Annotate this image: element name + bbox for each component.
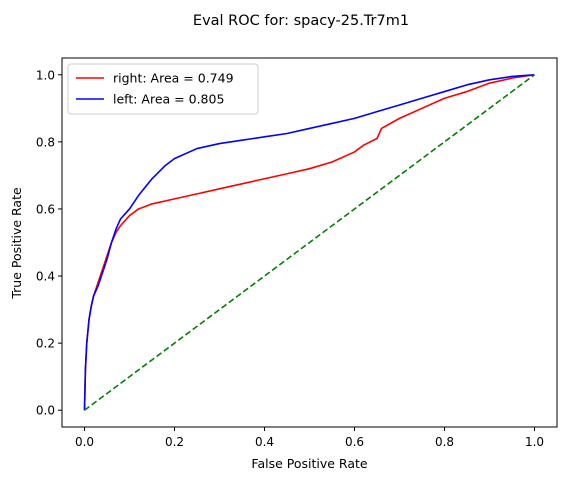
series-line-2 — [84, 74, 535, 411]
legend-label-1: left: Area = 0.805 — [113, 92, 224, 107]
x-tick-label-2: 0.4 — [255, 435, 274, 449]
legend-box — [67, 63, 259, 115]
legend: right: Area = 0.749 left: Area = 0.805 — [67, 63, 259, 115]
y-tick-label-3: 0.6 — [36, 202, 55, 216]
chart-title: Eval ROC for: spacy-25.Tr7m1 — [193, 13, 409, 29]
plot-area: 0.0 0.2 0.4 0.6 0.8 1.0 0.0 0.2 0.4 0.6 0.8 1.0 — [36, 57, 558, 449]
x-tick-label-0: 0.0 — [75, 435, 94, 449]
x-tick-label-1: 0.2 — [165, 435, 184, 449]
plot-frame — [61, 57, 558, 428]
y-tick-label-5: 1.0 — [36, 68, 55, 82]
y-tick-label-2: 0.4 — [36, 270, 55, 284]
x-tick-label-4: 0.8 — [435, 435, 454, 449]
y-tick-label-0: 0.0 — [36, 404, 55, 418]
x-axis-label: False Positive Rate — [251, 456, 367, 471]
series-line-1 — [83, 73, 535, 411]
y-tick-label-4: 0.8 — [36, 135, 55, 149]
y-axis-label: True Positive Rate — [9, 187, 24, 300]
legend-label-0: right: Area = 0.749 — [113, 71, 234, 86]
y-tick-label-1: 0.2 — [36, 337, 55, 351]
x-tick-label-3: 0.6 — [345, 435, 364, 449]
x-tick-label-5: 1.0 — [525, 435, 544, 449]
